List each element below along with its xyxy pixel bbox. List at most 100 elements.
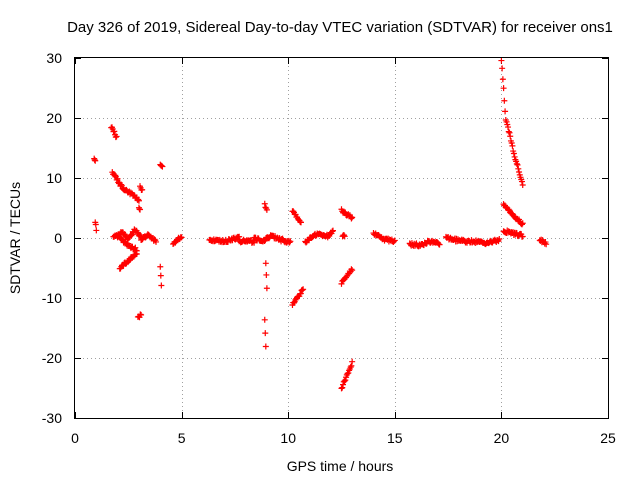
data-segment — [137, 183, 146, 194]
data-point — [263, 206, 270, 213]
data-point — [263, 271, 270, 278]
data-segment — [157, 161, 166, 170]
data-segment — [108, 124, 120, 141]
data-point — [498, 57, 505, 64]
data-point — [519, 233, 526, 240]
data-point — [261, 200, 268, 207]
data-segment — [92, 219, 100, 234]
y-tick-label: -30 — [42, 410, 62, 426]
data-points — [91, 57, 550, 392]
data-point — [342, 377, 349, 384]
data-point — [297, 290, 304, 297]
data-point — [507, 133, 514, 140]
data-segment — [261, 316, 269, 350]
data-point — [518, 178, 525, 185]
data-point — [502, 108, 509, 115]
data-point — [511, 153, 518, 160]
data-segment — [135, 204, 144, 213]
data-segment — [536, 236, 550, 248]
data-point — [514, 161, 521, 168]
data-point — [436, 241, 443, 248]
y-tick-label: 30 — [46, 50, 62, 66]
data-point — [513, 160, 520, 167]
data-point — [347, 364, 354, 371]
data-point — [135, 197, 142, 204]
y-axis-label: SDTVAR / TECUs — [7, 182, 23, 294]
data-point — [128, 232, 135, 239]
data-point — [157, 272, 164, 279]
chart-title: Day 326 of 2019, Sidereal Day-to-day VTE… — [67, 19, 613, 36]
data-point — [338, 280, 345, 287]
data-segment — [109, 169, 142, 204]
data-point — [341, 378, 348, 385]
data-point — [340, 381, 347, 388]
data-segment — [110, 226, 145, 243]
data-point — [139, 186, 146, 193]
data-segment — [338, 206, 356, 222]
data-point — [508, 139, 515, 146]
data-point — [133, 251, 140, 258]
data-point — [505, 206, 512, 213]
data-point — [111, 128, 118, 135]
data-segment — [289, 208, 304, 226]
data-point — [112, 134, 119, 141]
data-point — [501, 97, 508, 104]
data-point — [341, 233, 348, 240]
data-point — [92, 221, 99, 228]
data-point — [157, 263, 164, 270]
x-tick-label: 5 — [178, 430, 186, 446]
data-point — [159, 163, 166, 170]
data-segment — [170, 234, 185, 248]
data-point — [287, 238, 294, 245]
data-point — [286, 239, 293, 246]
plot-frame — [74, 57, 609, 419]
data-segment — [116, 250, 140, 272]
data-segment — [91, 155, 99, 164]
x-tick-label: 15 — [387, 430, 403, 446]
data-point — [505, 128, 512, 135]
data-point — [329, 227, 336, 234]
x-tick-label: 0 — [71, 430, 79, 446]
data-segment — [261, 200, 270, 213]
data-point — [500, 85, 507, 92]
data-point — [340, 232, 347, 239]
data-point — [515, 165, 522, 172]
data-point — [510, 150, 517, 157]
data-point — [349, 358, 356, 365]
x-tick-label: 25 — [600, 430, 616, 446]
x-axis-label: GPS time / hours — [287, 458, 394, 474]
data-segment — [262, 260, 270, 292]
data-point — [339, 384, 346, 391]
data-point — [158, 162, 165, 169]
y-tick-label: -10 — [42, 290, 62, 306]
data-point — [178, 234, 185, 241]
data-point — [158, 282, 165, 289]
data-point — [543, 241, 550, 248]
data-point — [290, 208, 297, 215]
data-segment — [289, 286, 307, 309]
data-point — [262, 343, 269, 350]
data-segment — [406, 237, 443, 250]
data-point — [118, 182, 125, 189]
data-point — [261, 316, 268, 323]
data-point — [349, 214, 356, 221]
data-point — [509, 142, 516, 149]
data-point — [506, 129, 513, 136]
data-point — [262, 330, 269, 337]
y-tick-label: -20 — [42, 350, 62, 366]
data-point — [300, 286, 307, 293]
grid-lines — [75, 58, 608, 418]
data-point — [132, 244, 139, 251]
data-point — [499, 76, 506, 83]
y-tick-label: 10 — [46, 170, 62, 186]
x-tick-label: 20 — [494, 430, 510, 446]
data-segment — [338, 358, 356, 392]
data-segment — [236, 236, 258, 246]
data-point — [391, 238, 398, 245]
data-point — [391, 237, 398, 244]
data-point — [338, 385, 345, 392]
data-point — [503, 118, 510, 125]
data-point — [349, 267, 356, 274]
data-point — [348, 215, 355, 222]
x-tick-label: 10 — [280, 430, 296, 446]
